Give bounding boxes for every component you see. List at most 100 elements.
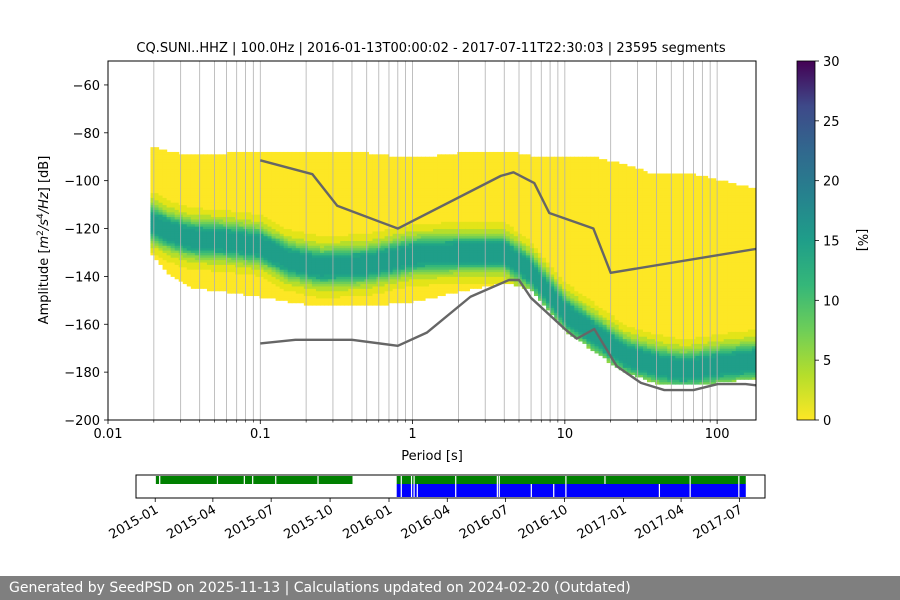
psd-density-cell: [368, 187, 374, 191]
psd-density-cell: [332, 192, 337, 196]
psd-density-cell: [461, 238, 466, 241]
psd-density-cell: [291, 250, 297, 253]
psd-density-cell: [465, 178, 470, 182]
psd-density-cell: [344, 223, 349, 227]
psd-density-cell: [283, 283, 289, 287]
psd-density-cell: [457, 163, 462, 167]
psd-density-cell: [170, 161, 176, 165]
psd-density-cell: [429, 171, 434, 174]
psd-density-cell: [404, 190, 410, 194]
psd-density-cell: [206, 166, 212, 170]
psd-density-cell: [441, 252, 446, 256]
psd-density-cell: [420, 295, 426, 299]
psd-density-cell: [198, 247, 204, 251]
psd-density-cell: [206, 235, 212, 239]
psd-density-cell: [315, 274, 321, 277]
psd-density-cell: [344, 297, 349, 301]
psd-density-cell: [219, 204, 224, 208]
psd-density-cell: [332, 156, 337, 160]
psd-density-cell: [485, 266, 491, 270]
psd-density-cell: [311, 180, 317, 184]
psd-density-cell: [404, 168, 410, 172]
psd-density-cell: [150, 250, 156, 253]
psd-density-cell: [408, 159, 414, 163]
psd-density-cell: [384, 163, 390, 167]
psd-density-cell: [441, 180, 446, 184]
psd-density-cell: [388, 269, 394, 273]
psd-density-cell: [198, 274, 204, 277]
psd-density-cell: [198, 285, 204, 289]
psd-density-cell: [473, 192, 479, 196]
psd-density-cell: [279, 166, 285, 170]
psd-density-cell: [400, 238, 406, 241]
psd-density-cell: [227, 228, 232, 232]
psd-density-cell: [215, 228, 220, 232]
psd-density-cell: [420, 163, 426, 167]
psd-density-cell: [315, 190, 321, 194]
psd-density-cell: [267, 293, 273, 297]
psd-density-cell: [340, 290, 345, 294]
psd-density-cell: [352, 262, 357, 265]
psd-density-cell: [332, 204, 337, 208]
psd-density-cell: [324, 262, 329, 265]
psd-density-cell: [384, 218, 390, 222]
psd-density-cell: [396, 183, 402, 186]
psd-density-cell: [154, 228, 160, 232]
psd-density-cell: [477, 226, 483, 230]
psd-density-cell: [215, 233, 220, 237]
psd-density-cell: [344, 185, 349, 189]
psd-density-cell: [206, 204, 212, 208]
psd-density-cell: [227, 257, 232, 261]
psd-density-cell: [235, 240, 240, 244]
psd-density-cell: [429, 211, 434, 215]
psd-density-cell: [485, 240, 491, 244]
psd-density-cell: [380, 271, 386, 275]
psd-density-cell: [336, 216, 341, 220]
psd-density-cell: [372, 266, 378, 270]
psd-density-cell: [396, 204, 402, 208]
psd-density-cell: [441, 247, 446, 251]
psd-density-cell: [380, 202, 386, 206]
psd-density-cell: [380, 183, 386, 186]
psd-density-cell: [150, 214, 156, 218]
psd-density-cell: [315, 161, 321, 165]
psd-density-cell: [315, 151, 321, 155]
psd-density-cell: [449, 163, 454, 167]
psd-density-cell: [279, 197, 285, 201]
psd-density-cell: [388, 185, 394, 189]
psd-density-cell: [449, 242, 454, 246]
psd-density-cell: [158, 238, 164, 241]
psd-density-cell: [412, 276, 418, 280]
psd-density-cell: [247, 197, 252, 201]
psd-density-cell: [473, 278, 479, 282]
psd-density-cell: [372, 223, 378, 227]
psd-density-cell: [182, 190, 188, 194]
psd-density-cell: [279, 247, 285, 251]
psd-density-cell: [328, 154, 333, 158]
psd-density-cell: [336, 156, 341, 160]
psd-density-cell: [469, 252, 475, 256]
psd-density-cell: [279, 178, 285, 182]
psd-density-cell: [408, 190, 414, 194]
psd-density-cell: [267, 216, 273, 220]
psd-density-cell: [469, 257, 475, 261]
psd-density-cell: [388, 187, 394, 191]
psd-density-cell: [295, 247, 301, 251]
psd-density-cell: [388, 271, 394, 275]
psd-density-cell: [445, 216, 450, 220]
psd-density-cell: [299, 216, 305, 220]
psd-density-cell: [336, 290, 341, 294]
psd-density-cell: [372, 180, 378, 184]
psd-density-cell: [231, 266, 236, 270]
psd-density-cell: [324, 242, 329, 246]
psd-density-cell: [372, 166, 378, 170]
psd-density-cell: [150, 211, 156, 215]
psd-density-cell: [352, 283, 357, 287]
psd-density-cell: [275, 226, 281, 230]
psd-density-cell: [170, 185, 176, 189]
psd-density-cell: [437, 262, 442, 265]
psd-density-cell: [279, 156, 285, 160]
psd-density-cell: [424, 269, 430, 273]
psd-density-cell: [259, 204, 265, 208]
